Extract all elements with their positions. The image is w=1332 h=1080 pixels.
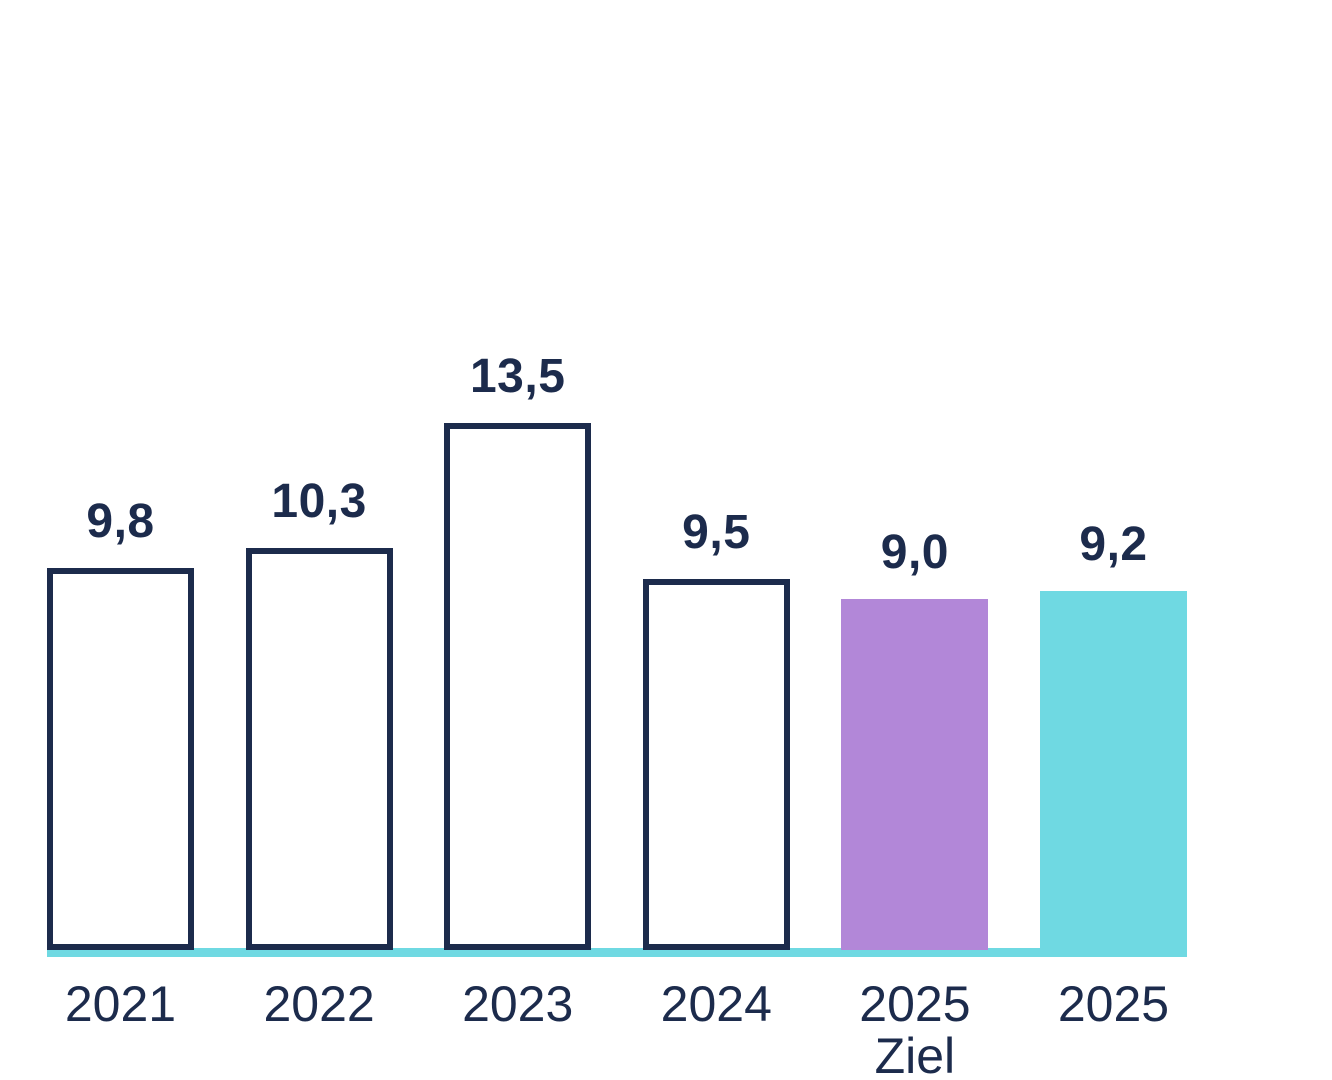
x-label-year: 2021 xyxy=(64,976,177,1032)
value-label-2024: 9,5 xyxy=(682,506,751,559)
x-label-2022: 2022 xyxy=(209,978,429,1030)
value-label-2025-ziel: 9,0 xyxy=(880,526,949,579)
bar-2025-ziel xyxy=(841,599,989,950)
bar-2022 xyxy=(245,548,393,950)
x-label-year: 2025 xyxy=(1057,976,1170,1032)
x-label-year: 2024 xyxy=(660,976,772,1032)
x-label-year: 2023 xyxy=(462,976,574,1032)
bar-2023 xyxy=(444,423,592,950)
x-label-sublabel: Ziel xyxy=(874,1028,956,1080)
x-label-2021: 2021 xyxy=(11,978,231,1030)
bar-2025 xyxy=(1040,591,1187,950)
value-label-2025: 9,2 xyxy=(1079,518,1148,571)
bar-2021 xyxy=(47,568,194,950)
value-label-2021: 9,8 xyxy=(86,495,155,548)
x-label-2025-ziel: 2025 Ziel xyxy=(805,978,1025,1080)
x-label-2024: 2024 xyxy=(606,978,826,1030)
value-label-2022: 10,3 xyxy=(271,475,367,528)
x-label-2023: 2023 xyxy=(408,978,628,1030)
x-label-2025: 2025 xyxy=(1004,978,1224,1030)
bar-2024 xyxy=(642,579,790,950)
x-label-year: 2022 xyxy=(263,976,375,1032)
x-axis-baseline xyxy=(47,948,1187,957)
value-label-2023: 13,5 xyxy=(469,350,566,403)
x-label-year: 2025 xyxy=(859,976,971,1032)
